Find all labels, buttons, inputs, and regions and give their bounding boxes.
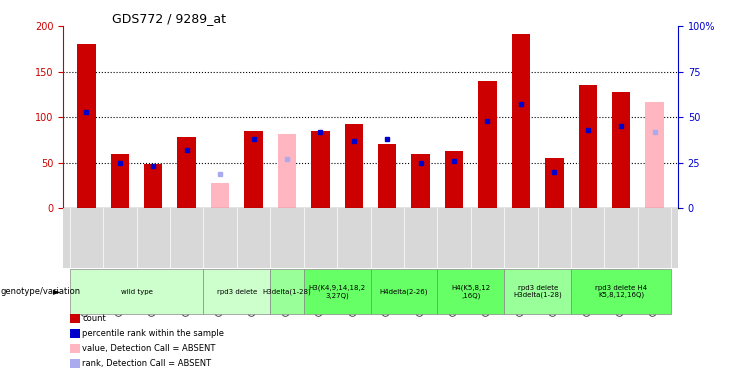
FancyBboxPatch shape <box>504 269 571 314</box>
Text: count: count <box>82 314 106 323</box>
Bar <box>245 131 263 208</box>
Text: value, Detection Call = ABSENT: value, Detection Call = ABSENT <box>82 344 216 353</box>
Bar <box>612 92 631 208</box>
Text: H4(K5,8,12
,16Q): H4(K5,8,12 ,16Q) <box>451 285 491 298</box>
Bar <box>512 33 530 208</box>
Text: H4delta(2-26): H4delta(2-26) <box>379 288 428 295</box>
Bar <box>211 183 229 208</box>
Bar <box>77 44 96 208</box>
Bar <box>445 151 463 208</box>
FancyBboxPatch shape <box>70 269 203 314</box>
Text: rank, Detection Call = ABSENT: rank, Detection Call = ABSENT <box>82 359 211 368</box>
FancyBboxPatch shape <box>304 269 370 314</box>
Text: genotype/variation: genotype/variation <box>1 287 81 296</box>
Bar <box>278 134 296 208</box>
FancyBboxPatch shape <box>571 269 671 314</box>
Text: rpd3 delete H4
K5,8,12,16Q): rpd3 delete H4 K5,8,12,16Q) <box>595 285 647 298</box>
FancyBboxPatch shape <box>437 269 504 314</box>
Text: wild type: wild type <box>121 289 153 295</box>
Bar <box>378 144 396 208</box>
Text: rpd3 delete
H3delta(1-28): rpd3 delete H3delta(1-28) <box>514 285 562 298</box>
FancyBboxPatch shape <box>203 269 270 314</box>
Text: ►: ► <box>53 286 61 297</box>
Text: H3delta(1-28): H3delta(1-28) <box>262 288 311 295</box>
Bar <box>579 86 597 208</box>
Bar <box>144 165 162 208</box>
Text: H3(K4,9,14,18,2
3,27Q): H3(K4,9,14,18,2 3,27Q) <box>308 285 365 298</box>
Bar <box>478 81 496 208</box>
Text: GDS772 / 9289_at: GDS772 / 9289_at <box>112 12 226 25</box>
Text: percentile rank within the sample: percentile rank within the sample <box>82 329 225 338</box>
Bar <box>110 154 129 208</box>
FancyBboxPatch shape <box>370 269 437 314</box>
FancyBboxPatch shape <box>270 269 304 314</box>
Bar <box>345 123 363 208</box>
Bar <box>311 131 330 208</box>
Bar <box>411 154 430 208</box>
Bar <box>545 158 564 208</box>
Text: rpd3 delete: rpd3 delete <box>216 289 257 295</box>
Bar <box>177 137 196 208</box>
Bar <box>645 102 664 208</box>
